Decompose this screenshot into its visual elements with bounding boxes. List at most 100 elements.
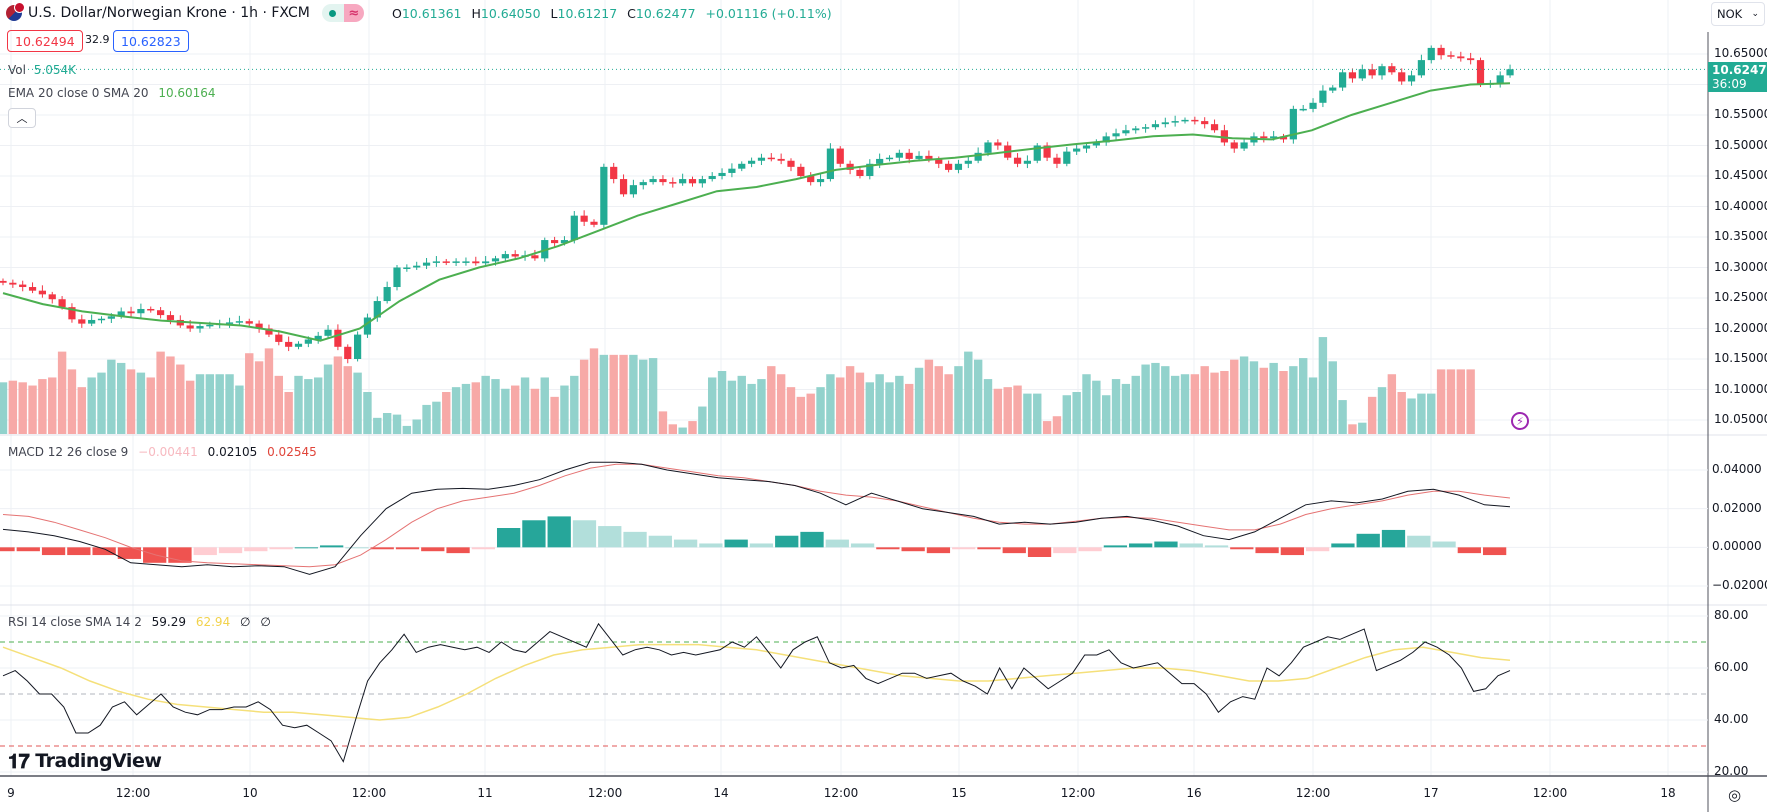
- rsi-tick-label: 40.00: [1714, 712, 1749, 726]
- volume-bar: [442, 392, 451, 434]
- volume-bar: [1348, 424, 1357, 434]
- volume-bar: [875, 374, 884, 434]
- candle-body: [1073, 148, 1081, 152]
- candle-body: [797, 166, 805, 176]
- volume-bar: [1131, 375, 1140, 434]
- macd-histogram-bar: [1230, 547, 1254, 550]
- volume-bar: [28, 385, 37, 434]
- volume-bar: [205, 374, 215, 434]
- volume-bar: [885, 382, 894, 434]
- candle-body: [452, 261, 460, 263]
- macd-histogram-bar: [117, 547, 142, 559]
- volume-bar: [1407, 398, 1416, 434]
- candle-body: [718, 172, 726, 176]
- volume-bar: [905, 383, 914, 434]
- volume-bar: [117, 362, 126, 434]
- volume-legend[interactable]: Vol 5.054K: [8, 63, 76, 77]
- volume-bar: [87, 377, 96, 434]
- rsi-tick-label: 80.00: [1714, 608, 1749, 622]
- volume-bar: [1358, 422, 1367, 434]
- price-tick-label: 10.25000: [1714, 290, 1767, 304]
- candle-body: [344, 346, 352, 359]
- volume-bar: [1436, 369, 1446, 434]
- volume-bar: [48, 377, 57, 434]
- volume-bar: [619, 354, 628, 434]
- volume-bar: [1456, 369, 1465, 434]
- candle-body: [777, 158, 785, 161]
- macd-histogram-bar: [952, 547, 976, 550]
- candle-body: [157, 310, 165, 316]
- volume-bar: [530, 388, 540, 434]
- sell-price-button[interactable]: 10.62494: [7, 30, 83, 52]
- tradingview-logo[interactable]: 𝟏𝟕 TradingView: [8, 749, 162, 773]
- volume-bar: [826, 374, 835, 434]
- rsi-legend[interactable]: RSI 14 close SMA 14 2 59.29 62.94 ∅ ∅: [8, 615, 271, 629]
- time-tick-label: 15: [951, 786, 967, 800]
- volume-bar: [225, 374, 234, 434]
- volume-bar: [944, 374, 953, 434]
- eye-settings-icon[interactable]: ◎: [1728, 786, 1742, 804]
- lightning-icon[interactable]: ⚡: [1511, 412, 1529, 430]
- candle-body: [1230, 142, 1238, 149]
- tradingview-wordmark: TradingView: [35, 750, 162, 772]
- symbol-title[interactable]: U.S. Dollar/Norwegian Krone · 1h · FXCM: [28, 5, 310, 21]
- volume-bar: [343, 366, 352, 434]
- macd-histogram-bar: [0, 547, 15, 552]
- candle-body: [97, 318, 106, 321]
- candle-body: [728, 168, 736, 173]
- macd-histogram-bar: [269, 547, 293, 550]
- market-status[interactable]: ≈: [321, 4, 364, 22]
- buy-price-button[interactable]: 10.62823: [113, 30, 189, 52]
- candle-body: [1329, 87, 1337, 91]
- volume-bar: [156, 351, 165, 434]
- candle-body: [895, 152, 903, 158]
- macd-histogram-bar: [1331, 543, 1355, 548]
- volume-bar: [865, 382, 874, 434]
- time-tick-label: 16: [1186, 786, 1202, 800]
- candle-body: [442, 261, 450, 263]
- macd-histogram-bar: [1280, 547, 1305, 556]
- volume-bar: [570, 375, 579, 434]
- macd-histogram-bar: [218, 547, 243, 554]
- volume-bar: [688, 421, 697, 434]
- volume-bar: [599, 354, 609, 434]
- macd-histogram-bar: [370, 547, 394, 550]
- candle-body: [1467, 58, 1475, 61]
- macd-legend[interactable]: MACD 12 26 close 9 −0.00441 0.02105 0.02…: [8, 445, 317, 459]
- volume-bar: [254, 361, 264, 434]
- price-tick-label: 10.40000: [1714, 198, 1767, 213]
- chevron-up-icon: ︿: [16, 112, 28, 125]
- open-value: 10.61361: [401, 6, 462, 21]
- volume-bar: [471, 382, 480, 434]
- close-value: 10.62477: [635, 6, 696, 21]
- high-value: 10.64050: [480, 6, 541, 21]
- candle-body: [58, 299, 66, 308]
- candle-body: [649, 179, 657, 183]
- candle-body: [1033, 145, 1041, 161]
- currency-select[interactable]: NOK ⌄: [1711, 2, 1765, 26]
- high-label: H: [471, 6, 481, 21]
- macd-histogram-bar: [1027, 547, 1052, 557]
- symbol-header[interactable]: U.S. Dollar/Norwegian Krone · 1h · FXCM …: [6, 2, 364, 22]
- volume-bar: [422, 404, 431, 434]
- volume-bar: [648, 358, 658, 434]
- candle-body: [314, 335, 322, 340]
- candle-body: [265, 328, 273, 335]
- volume-bar: [678, 427, 687, 434]
- candle-body: [1210, 124, 1219, 131]
- bar-countdown: 36:09: [1712, 77, 1747, 91]
- ema-legend[interactable]: EMA 20 close 0 SMA 20 10.60164: [8, 86, 216, 100]
- collapse-legend-button[interactable]: ︿: [8, 108, 36, 128]
- candle-body: [373, 301, 381, 318]
- volume-bar: [1210, 372, 1219, 434]
- volume-bar: [767, 366, 776, 434]
- volume-bar: [1161, 366, 1170, 434]
- volume-bar: [126, 369, 136, 434]
- volume-bar: [511, 385, 520, 434]
- volume-bar: [501, 388, 510, 434]
- candle-body: [1339, 72, 1347, 88]
- candle-body: [432, 261, 440, 263]
- candle-body: [1309, 102, 1317, 109]
- volume-bar: [1042, 421, 1052, 434]
